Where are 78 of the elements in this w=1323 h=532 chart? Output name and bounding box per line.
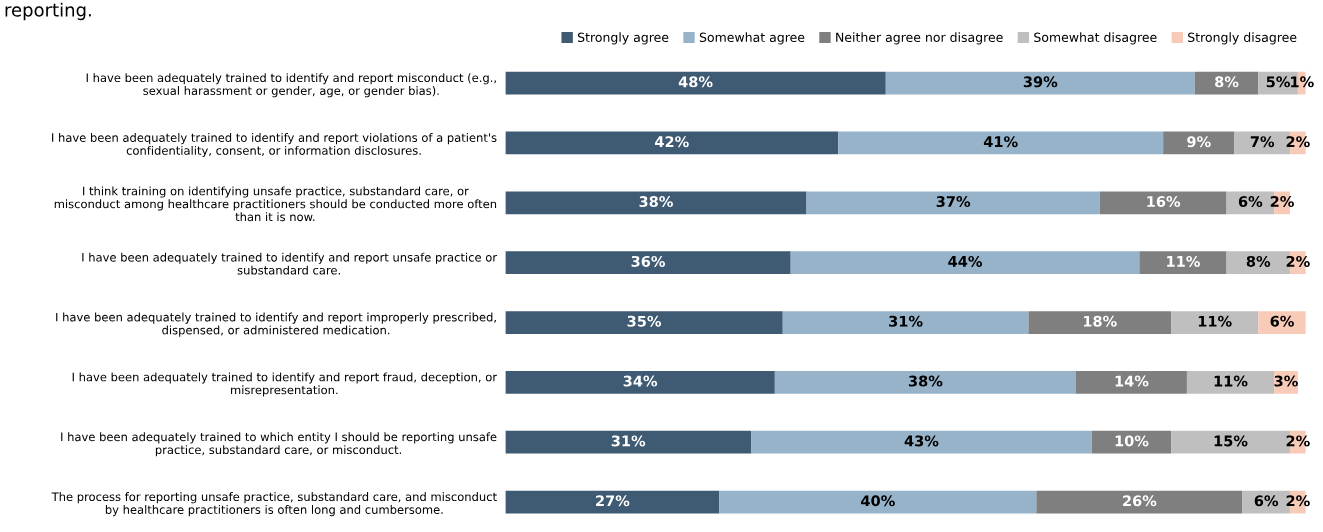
- data-label: 2%: [1270, 196, 1294, 208]
- bar: [1099, 191, 1227, 215]
- y-tick-label: I think training on identifying unsafe practice, substandard care, or misconduct among healthcare practitioners should be conducted more often than it is now.: [54, 186, 497, 222]
- data-label: 16%: [1147, 196, 1181, 208]
- data-label: 10%: [1115, 435, 1149, 447]
- bar: [838, 131, 1164, 155]
- legend-label: Somewhat disagree: [1034, 32, 1157, 45]
- data-label: 2%: [1286, 435, 1310, 447]
- y-tick-label: I have been adequately trained to identify and report unsafe practice or substandard care.: [82, 252, 498, 275]
- data-label: 5%: [1266, 76, 1290, 88]
- data-label: 2%: [1286, 136, 1310, 148]
- data-label: 34%: [623, 375, 658, 387]
- legend-label: Strongly agree: [577, 32, 669, 45]
- data-label: 31%: [889, 315, 923, 327]
- data-label: 44%: [948, 255, 983, 267]
- data-label: 31%: [611, 435, 646, 447]
- bar: [782, 311, 1029, 334]
- y-tick-label: I have been adequately trained to identify and report fraud, deception, or misrepresentation.: [72, 372, 498, 397]
- data-label: 27%: [596, 495, 630, 507]
- data-label: 38%: [908, 375, 943, 387]
- bar: [1171, 311, 1259, 334]
- data-label: 2%: [1286, 495, 1310, 507]
- data-label: 15%: [1214, 435, 1248, 447]
- bar: [505, 430, 752, 454]
- data-label: 3%: [1274, 375, 1298, 387]
- y-tick-label: I have been adequately trained to identify and report misconduct (e.g., sexual harassment or gender, age, or gender bias).: [86, 73, 496, 98]
- data-label: 14%: [1115, 375, 1149, 387]
- bar: [505, 490, 720, 514]
- data-label: 8%: [1215, 76, 1239, 88]
- data-label: 11%: [1198, 315, 1232, 327]
- bar: [790, 251, 1140, 275]
- bar: [774, 371, 1076, 394]
- bar: [505, 191, 807, 215]
- bar: [1028, 311, 1172, 334]
- data-label: 40%: [861, 495, 895, 507]
- bar: [505, 371, 775, 394]
- data-label: 48%: [678, 76, 713, 88]
- bar: [1091, 430, 1172, 454]
- bar: [1186, 371, 1275, 394]
- data-label: 9%: [1187, 136, 1211, 148]
- data-label: 8%: [1246, 255, 1271, 267]
- data-label: 39%: [1023, 76, 1058, 88]
- bar: [505, 131, 839, 155]
- data-label: 35%: [627, 315, 662, 327]
- data-label: 11%: [1214, 375, 1248, 387]
- data-label: 7%: [1250, 136, 1275, 148]
- legend-label: Strongly disagree: [1188, 32, 1297, 45]
- bar: [885, 71, 1195, 95]
- data-label: 6%: [1254, 495, 1279, 507]
- data-label: 6%: [1270, 315, 1294, 327]
- bar: [719, 490, 1037, 514]
- bar: [505, 251, 791, 275]
- y-tick-label: I have been adequately trained to which entity I should be reporting unsafe practice, substandard care, or misconduct.: [61, 432, 497, 457]
- y-tick-label: I have been adequately trained to identify and report improperly prescribed, dispensed, or administered medication.: [56, 312, 496, 337]
- bar: [751, 430, 1092, 454]
- data-label: 38%: [639, 196, 673, 208]
- bar: [806, 191, 1100, 215]
- data-label: 43%: [904, 435, 939, 447]
- data-label: 37%: [936, 196, 971, 208]
- data-label: 18%: [1083, 315, 1117, 327]
- legend-label: Somewhat agree: [699, 32, 805, 45]
- data-label: 26%: [1123, 495, 1157, 507]
- bar: [1075, 371, 1187, 394]
- y-tick-label: The process for reporting unsafe practice, substandard care, and misconduct by healthcare practitioners is often long and cumbersome.: [51, 492, 497, 517]
- data-label: 41%: [983, 136, 1018, 148]
- bar: [1139, 251, 1227, 275]
- data-label: 1%: [1291, 76, 1314, 88]
- bar: [505, 71, 886, 95]
- data-label: 6%: [1238, 196, 1263, 208]
- bar: [1036, 490, 1243, 514]
- legend-label: Neither agree nor disagree: [836, 32, 1003, 45]
- bar: [505, 311, 783, 334]
- text: reporting.: [5, 2, 91, 21]
- data-label: 2%: [1286, 255, 1310, 267]
- data-label: 36%: [631, 255, 666, 267]
- y-tick-label: I have been adequately trained to identify and report violations of a patient's confidentiality, consent, or information disclosures.: [52, 133, 497, 158]
- data-label: 42%: [655, 136, 689, 148]
- data-label: 11%: [1167, 255, 1200, 267]
